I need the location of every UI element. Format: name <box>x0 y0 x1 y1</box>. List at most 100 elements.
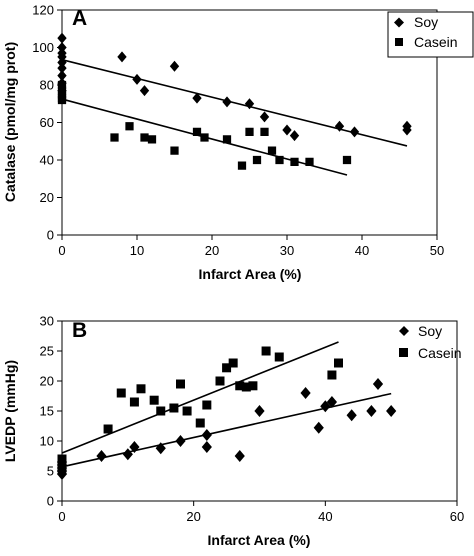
soy-point <box>57 32 67 44</box>
soy-point <box>192 92 202 104</box>
soy-point <box>259 111 270 123</box>
panel-b-trendlines <box>61 341 392 468</box>
soy-point <box>254 405 265 417</box>
soy-point <box>117 51 127 63</box>
soy-point <box>346 409 357 422</box>
casein-point <box>57 80 67 90</box>
casein-point <box>241 382 251 392</box>
panel-a-legend: Soy Casein <box>387 11 474 58</box>
y-tick-label: 10 <box>40 434 54 449</box>
casein-point <box>182 406 192 416</box>
soy-point <box>57 57 67 68</box>
soy-point <box>313 421 324 434</box>
panel-a-legend-casein: Casein <box>414 34 458 50</box>
soy-point <box>244 98 255 110</box>
casein-point <box>267 146 277 155</box>
panel-a: A 0 20 40 60 80 100 120 0 10 20 30 40 50 Catalase (… <box>2 3 474 282</box>
x-tick-label: 40 <box>355 243 369 258</box>
casein-point <box>125 122 134 131</box>
soy-point <box>300 387 311 399</box>
casein-point <box>222 363 232 373</box>
x-tick-label: 20 <box>205 243 219 258</box>
x-tick-label: 60 <box>450 509 464 524</box>
y-tick-label: 20 <box>40 374 54 389</box>
panel-a-x-axis: 0 10 20 30 40 50 <box>58 235 444 258</box>
panel-a-legend-soy: Soy <box>414 14 438 30</box>
casein-point <box>261 346 271 356</box>
x-tick-label: 0 <box>58 243 65 258</box>
casein-trendline <box>61 341 339 454</box>
casein-point <box>57 95 67 105</box>
soy-point <box>96 450 107 462</box>
casein-point <box>274 352 284 362</box>
y-tick-label: 60 <box>40 115 54 130</box>
x-tick-label: 50 <box>430 243 444 258</box>
soy-point <box>402 124 412 136</box>
y-tick-label: 30 <box>40 314 54 329</box>
panel-a-label: A <box>72 7 87 30</box>
soy-point <box>139 85 150 97</box>
casein-point <box>116 388 126 398</box>
y-tick-label: 40 <box>40 153 54 168</box>
y-tick-label: 120 <box>32 3 54 18</box>
panel-b-label: B <box>72 319 87 342</box>
soy-point <box>366 405 377 417</box>
casein-point <box>195 418 205 428</box>
casein-point <box>169 403 179 413</box>
soy-point <box>175 435 186 447</box>
panel-a-legend-box <box>387 11 474 58</box>
casein-point <box>103 424 113 434</box>
casein-point <box>222 135 232 144</box>
casein-point <box>342 155 352 165</box>
y-tick-label: 15 <box>40 404 54 419</box>
casein-point <box>305 157 314 166</box>
casein-point <box>170 146 179 155</box>
soy-point <box>155 442 166 455</box>
soy-point <box>132 73 142 85</box>
soy-point <box>372 378 384 390</box>
casein-point <box>252 155 262 165</box>
panel-b-legend-soy: Soy <box>418 323 442 339</box>
soy-trendline <box>61 58 408 147</box>
casein-point <box>202 400 212 410</box>
soy-point <box>289 130 300 142</box>
panel-b-x-axis: 0 20 40 60 <box>58 501 464 524</box>
panel-a-y-axis-title: Catalase (pmol/mg prot) <box>2 42 18 202</box>
x-tick-label: 40 <box>318 509 332 524</box>
soy-point <box>282 124 292 136</box>
panel-b-legend-square-icon <box>399 348 408 357</box>
panel-a-points <box>57 32 412 170</box>
casein-point <box>228 358 238 368</box>
soy-point <box>57 62 67 74</box>
casein-point <box>200 133 209 142</box>
panel-b-x-axis-title: Infarct Area (%) <box>208 532 311 548</box>
panel-b-legend-diamond-icon <box>399 326 409 336</box>
casein-point <box>57 454 67 464</box>
y-tick-label: 5 <box>47 464 54 479</box>
soy-point <box>57 51 67 63</box>
casein-point <box>149 395 159 405</box>
soy-point <box>122 448 133 461</box>
panel-b-y-axis-title: LVEDP (mmHg) <box>2 360 18 462</box>
casein-point <box>260 127 269 136</box>
y-tick-label: 25 <box>40 344 54 359</box>
y-tick-label: 20 <box>40 190 54 205</box>
y-tick-label: 80 <box>40 78 54 93</box>
soy-point <box>201 429 212 441</box>
soy-point <box>334 120 345 132</box>
panel-a-legend-diamond-icon <box>394 17 404 28</box>
panel-b-legend-casein: Casein <box>418 345 462 361</box>
casein-point <box>192 127 202 136</box>
y-tick-label: 0 <box>47 228 54 243</box>
casein-point <box>334 358 343 368</box>
x-tick-label: 0 <box>58 509 65 524</box>
x-tick-label: 20 <box>186 509 200 524</box>
soy-trendline <box>61 392 392 468</box>
casein-point <box>57 463 67 473</box>
panel-b-points <box>56 346 397 480</box>
casein-point <box>147 135 157 144</box>
soy-point <box>57 42 67 53</box>
casein-point <box>275 155 284 165</box>
panel-a-plot-frame <box>61 9 438 236</box>
